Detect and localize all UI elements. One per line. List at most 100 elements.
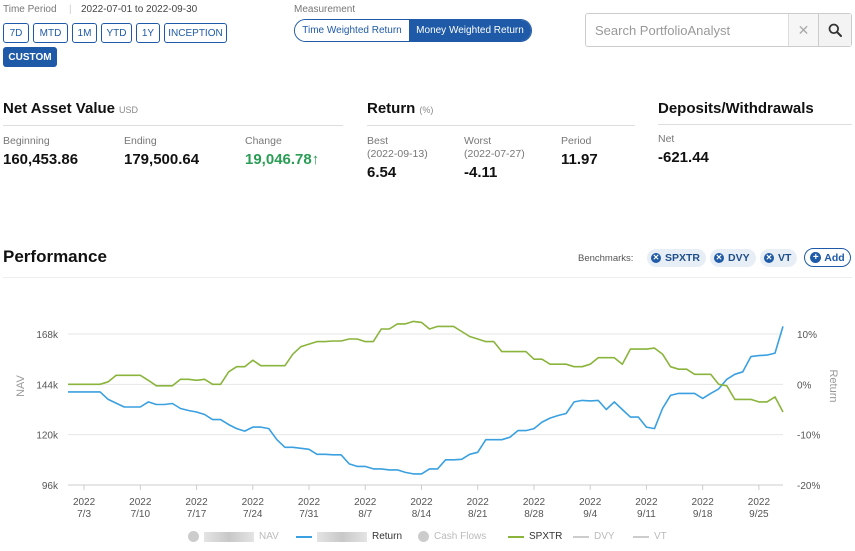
period-7d-button[interactable]: 7D <box>3 23 29 43</box>
legend-spxtr[interactable]: SPXTR <box>508 531 562 542</box>
benchmark-chip-label: VT <box>778 252 792 264</box>
return-worst-label-text: Worst <box>464 135 492 147</box>
return-best-label-text: Best <box>367 135 389 147</box>
x-tick-year-label: 2022 <box>410 497 433 508</box>
money-weighted-return-option[interactable]: Money Weighted Return <box>409 20 531 41</box>
nav-unit: USD <box>119 105 139 115</box>
x-tick-date-label: 7/3 <box>77 509 91 520</box>
return-unit: (%) <box>419 105 434 115</box>
legend-dot-icon <box>418 531 429 542</box>
time-period-separator: | <box>69 4 72 15</box>
legend-line-icon <box>633 535 649 538</box>
search-input[interactable] <box>586 14 788 46</box>
return-best-date: (2022-09-13) <box>367 148 428 160</box>
nav-change-number: 19,046.78 <box>245 151 312 168</box>
x-tick-year-label: 2022 <box>579 497 602 508</box>
add-benchmark-label: Add <box>824 251 845 264</box>
time-period-label: Time Period <box>3 4 57 15</box>
clear-search-button[interactable]: ✕ <box>788 14 818 46</box>
y-left-tick-label: 96k <box>42 481 59 492</box>
benchmarks-label: Benchmarks: <box>578 253 634 264</box>
nav-section-title: Net Asset Value USD <box>3 100 138 117</box>
period-ytd-button[interactable]: YTD <box>101 23 132 43</box>
benchmark-chip-label: SPXTR <box>665 252 701 264</box>
period-custom-button[interactable]: CUSTOM <box>3 47 57 67</box>
x-tick-year-label: 2022 <box>354 497 377 508</box>
y-right-tick-label: 0% <box>797 380 812 391</box>
add-benchmark-button[interactable]: + Add <box>804 248 851 267</box>
legend-cash-flows-label: Cash Flows <box>434 531 487 542</box>
nav-change-value: 19,046.78↑ <box>245 151 319 168</box>
y-left-axis-label: NAV <box>15 374 27 396</box>
time-period-range[interactable]: 2022-07-01 to 2022-09-30 <box>81 4 198 15</box>
time-weighted-return-option[interactable]: Time Weighted Return <box>295 20 409 41</box>
legend-dot-icon <box>188 531 199 542</box>
legend-return[interactable]: Return <box>296 531 402 542</box>
return-worst-date: (2022-07-27) <box>464 148 525 160</box>
x-tick-year-label: 2022 <box>748 497 771 508</box>
x-tick-year-label: 2022 <box>692 497 715 508</box>
deposits-net-label: Net <box>658 133 675 145</box>
x-tick-year-label: 2022 <box>242 497 265 508</box>
search-button[interactable] <box>818 14 851 46</box>
benchmark-chip-vt[interactable]: ✕ VT <box>760 249 798 267</box>
legend-nav[interactable]: NAV <box>188 531 279 542</box>
measurement-toggle: Time Weighted Return Money Weighted Retu… <box>294 19 532 42</box>
legend-return-label: Return <box>372 531 403 542</box>
return-best-value: 6.54 <box>367 164 397 181</box>
x-tick-date-label: 8/28 <box>524 509 544 520</box>
y-left-tick-label: 120k <box>36 431 59 442</box>
legend-dvy[interactable]: DVY <box>573 531 615 542</box>
benchmark-chip-dvy[interactable]: ✕ DVY <box>710 249 756 267</box>
redacted-account <box>317 531 367 542</box>
series-line-return[interactable] <box>68 326 784 475</box>
period-inception-button[interactable]: INCEPTION <box>164 23 227 43</box>
nav-title-text: Net Asset Value <box>3 100 115 117</box>
return-worst-label: Worst (2022-07-27) <box>464 135 525 161</box>
legend-line-icon <box>573 535 589 538</box>
benchmark-chip-spxtr[interactable]: ✕ SPXTR <box>647 249 707 267</box>
y-right-tick-label: 10% <box>797 330 817 341</box>
legend-line-icon <box>296 535 312 538</box>
nav-beginning-label: Beginning <box>3 135 50 147</box>
deposits-divider <box>658 124 852 125</box>
y-right-tick-label: -10% <box>797 431 820 442</box>
y-right-axis-label: Return <box>827 369 839 402</box>
x-tick-date-label: 7/10 <box>131 509 151 520</box>
x-tick-year-label: 2022 <box>185 497 208 508</box>
return-best-label: Best (2022-09-13) <box>367 135 428 161</box>
remove-icon[interactable]: ✕ <box>651 253 661 263</box>
legend-line-icon <box>508 535 524 538</box>
deposits-net-value: -621.44 <box>658 149 709 166</box>
nav-ending-label: Ending <box>124 135 157 147</box>
search-icon <box>828 23 842 37</box>
return-section-title: Return (%) <box>367 100 433 117</box>
return-period-label: Period <box>561 135 592 147</box>
legend-vt[interactable]: VT <box>633 531 667 542</box>
y-left-tick-label: 168k <box>36 330 59 341</box>
nav-change-label: Change <box>245 135 282 147</box>
x-tick-year-label: 2022 <box>129 497 152 508</box>
x-tick-year-label: 2022 <box>298 497 321 508</box>
remove-icon[interactable]: ✕ <box>714 253 724 263</box>
return-period-value: 11.97 <box>561 151 598 168</box>
arrow-up-icon: ↑ <box>311 151 320 168</box>
remove-icon[interactable]: ✕ <box>764 253 774 263</box>
x-tick-date-label: 9/4 <box>583 509 597 520</box>
legend-spxtr-label: SPXTR <box>529 531 563 542</box>
x-tick-date-label: 8/7 <box>358 509 372 520</box>
period-1y-button[interactable]: 1Y <box>136 23 160 43</box>
return-worst-value: -4.11 <box>464 164 498 181</box>
period-1m-button[interactable]: 1M <box>72 23 97 43</box>
legend-nav-label: NAV <box>259 531 279 542</box>
plus-icon: + <box>810 252 822 263</box>
nav-divider <box>3 125 343 126</box>
period-mtd-button[interactable]: MTD <box>33 23 68 43</box>
return-divider <box>367 125 635 126</box>
series-line-spxtr[interactable] <box>68 320 784 413</box>
redacted-account <box>204 531 254 542</box>
x-tick-year-label: 2022 <box>635 497 658 508</box>
x-tick-year-label: 2022 <box>523 497 546 508</box>
legend-cash-flows[interactable]: Cash Flows <box>418 531 486 542</box>
